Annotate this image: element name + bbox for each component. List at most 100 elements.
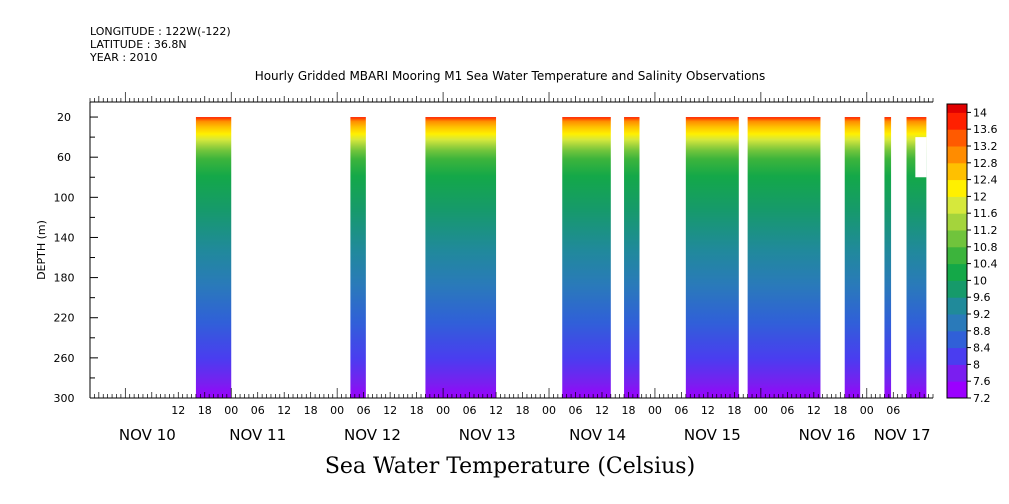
colorbar-band xyxy=(947,322,967,332)
data-segment-6 xyxy=(747,117,821,399)
y-tick-label: 60 xyxy=(57,151,71,164)
colorbar-band xyxy=(947,137,967,147)
data-segment-5 xyxy=(685,117,739,399)
colorbar-band xyxy=(947,288,967,298)
colorbar-band xyxy=(947,347,967,357)
colorbar-band xyxy=(947,120,967,130)
colorbar-band xyxy=(947,297,967,307)
y-tick-label: 220 xyxy=(54,312,75,325)
colorbar-band xyxy=(947,171,967,181)
colorbar: 14 13.6 13.2 12.8 12.4 12 11.6 11.2 10.8 10.4 10 9.… xyxy=(946,103,998,405)
x-hour-label: 18 xyxy=(833,404,847,417)
y-tick-label: 20 xyxy=(57,111,71,124)
colorbar-band xyxy=(947,280,967,290)
x-hour-label: 18 xyxy=(198,404,212,417)
colorbar-band xyxy=(947,162,967,172)
chart-title: Hourly Gridded MBARI Mooring M1 Sea Wate… xyxy=(254,69,766,83)
x-hour-label: 12 xyxy=(489,404,503,417)
x-hour-label: 18 xyxy=(410,404,424,417)
x-hour-label: 12 xyxy=(383,404,397,417)
colorbar-band xyxy=(947,179,967,189)
x-hour-label: 12 xyxy=(701,404,715,417)
y-axis-label: DEPTH (m) xyxy=(35,220,48,280)
x-hour-label: 06 xyxy=(780,404,794,417)
x-date-label: NOV 11 xyxy=(229,426,286,444)
x-date-label: NOV 16 xyxy=(799,426,856,444)
colorbar-band xyxy=(947,146,967,155)
x-hour-label: 18 xyxy=(621,404,635,417)
colorbar-band xyxy=(947,263,967,273)
colorbar-label: 14 xyxy=(973,106,987,119)
x-hour-label: 00 xyxy=(860,404,874,417)
colorbar-label: 12 xyxy=(973,190,987,203)
colorbar-label: 10 xyxy=(973,274,987,287)
colorbar-band xyxy=(947,129,967,139)
x-date-label: NOV 12 xyxy=(344,426,401,444)
colorbar-label: 10.8 xyxy=(973,241,998,254)
variable-title: Sea Water Temperature (Celsius) xyxy=(324,454,696,479)
colorbar-band xyxy=(947,196,967,206)
x-hour-label: 00 xyxy=(224,404,238,417)
x-date-label: NOV 10 xyxy=(119,426,176,444)
x-date-label: NOV 13 xyxy=(459,426,516,444)
x-hour-label: 00 xyxy=(330,404,344,417)
colorbar-band xyxy=(947,314,967,323)
data-segment-1 xyxy=(350,117,366,399)
colorbar-band xyxy=(947,112,967,122)
x-date-label: NOV 17 xyxy=(874,426,931,444)
colorbar-band xyxy=(947,372,967,382)
y-tick-label: 180 xyxy=(54,272,75,285)
x-hour-label: 06 xyxy=(674,404,688,417)
colorbar-band xyxy=(947,246,967,256)
colorbar-label: 9.2 xyxy=(973,308,991,321)
colorbar-band xyxy=(947,213,967,223)
x-hour-label: 18 xyxy=(304,404,318,417)
colorbar-band xyxy=(947,204,967,214)
colorbar-band xyxy=(947,339,967,349)
colorbar-band xyxy=(947,154,967,164)
colorbar-band xyxy=(947,330,967,340)
colorbar-band xyxy=(947,104,967,113)
colorbar-band xyxy=(947,305,967,315)
colorbar-band xyxy=(947,272,967,281)
x-hour-label: 12 xyxy=(171,404,185,417)
colorbar-label: 7.6 xyxy=(973,375,991,388)
x-hour-label: 06 xyxy=(357,404,371,417)
longitude-text: LONGITUDE : 122W(-122) xyxy=(90,25,231,38)
colorbar-label: 8 xyxy=(973,358,980,371)
colorbar-label: 10.4 xyxy=(973,258,998,271)
y-tick-label: 100 xyxy=(54,191,75,204)
colorbar-label: 12.8 xyxy=(973,157,998,170)
x-hour-label: 12 xyxy=(277,404,291,417)
colorbar-label: 8.8 xyxy=(973,325,991,338)
colorbar-label: 7.2 xyxy=(973,392,991,405)
colorbar-border xyxy=(946,103,968,399)
x-date-label: NOV 14 xyxy=(569,426,626,444)
data-segments xyxy=(195,117,927,399)
data-segment-4 xyxy=(624,117,640,399)
colorbar-label: 8.4 xyxy=(973,342,991,355)
data-segment-0 xyxy=(195,117,232,399)
x-hour-label: 12 xyxy=(595,404,609,417)
colorbar-band xyxy=(947,230,967,239)
x-hour-label: 06 xyxy=(251,404,265,417)
data-segment-8 xyxy=(884,117,892,399)
colorbar-band xyxy=(947,389,967,399)
colorbar-label: 11.2 xyxy=(973,224,998,237)
y-tick-label: 140 xyxy=(54,231,75,244)
colorbar-band xyxy=(947,238,967,248)
colorbar-band xyxy=(947,381,967,391)
colorbar-label: 13.2 xyxy=(973,140,998,153)
colorbar-band xyxy=(947,221,967,231)
x-hour-label: 18 xyxy=(727,404,741,417)
x-hour-label: 00 xyxy=(754,404,768,417)
metadata-block: LONGITUDE : 122W(-122) LATITUDE : 36.8N … xyxy=(90,25,231,64)
colorbar-label: 13.6 xyxy=(973,123,998,136)
colorbar-band xyxy=(947,255,967,265)
plot-frame xyxy=(89,101,933,399)
x-hour-label: 06 xyxy=(886,404,900,417)
y-axis: 20 60 100 140 180 220 260 300 DEPTH (m) xyxy=(35,111,98,405)
data-segment-3 xyxy=(562,117,611,399)
colorbar-label: 11.6 xyxy=(973,207,998,220)
